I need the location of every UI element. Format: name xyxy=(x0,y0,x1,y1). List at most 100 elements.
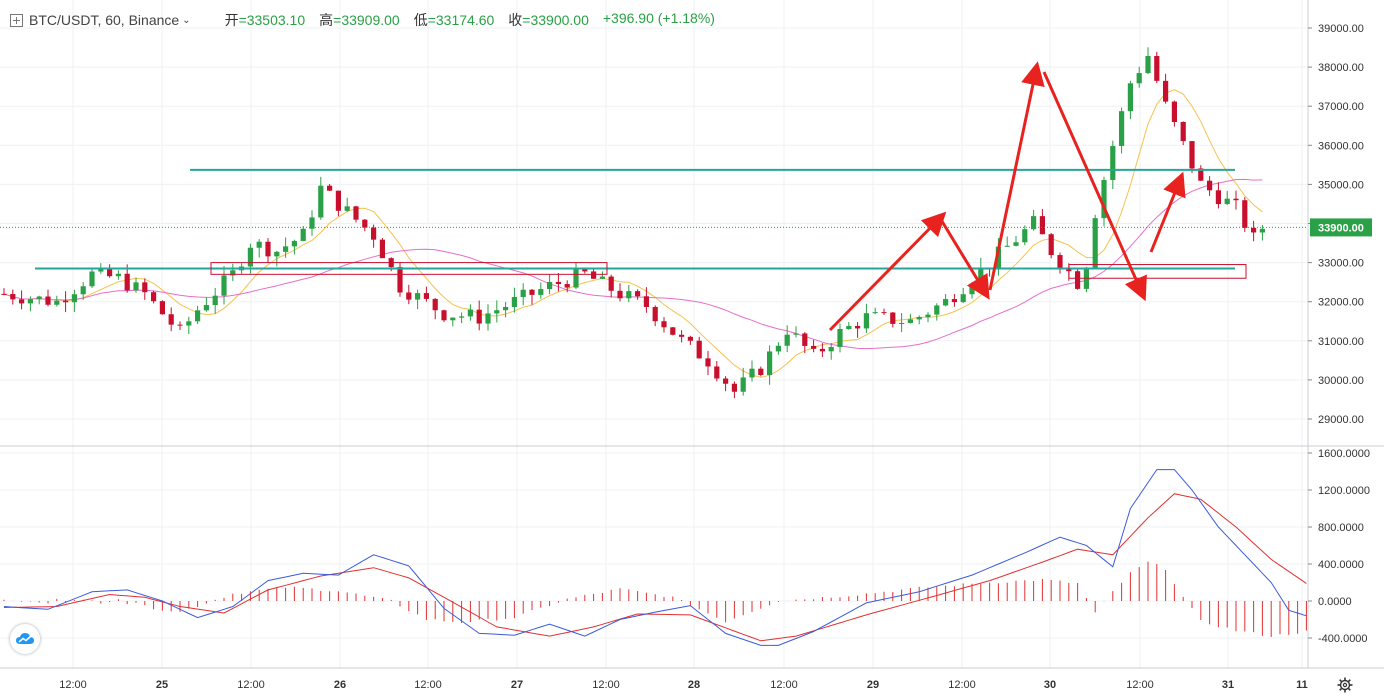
candle-body xyxy=(142,282,148,293)
candle-body xyxy=(1013,242,1019,246)
candle-body xyxy=(599,276,605,279)
candle-body xyxy=(529,289,535,295)
candle-body xyxy=(1101,179,1107,219)
candle-body xyxy=(626,291,632,299)
candle-body xyxy=(283,246,289,252)
candle-body xyxy=(511,296,517,307)
candle-body xyxy=(177,324,183,326)
candle-body xyxy=(793,333,799,335)
candle-body xyxy=(432,298,438,311)
chart-grid xyxy=(0,0,1308,668)
candle-body xyxy=(450,317,456,321)
macd-axis-label: 800.0000 xyxy=(1318,522,1364,534)
candle-body xyxy=(1207,180,1213,191)
trend-arrow xyxy=(1149,171,1186,253)
candle-body xyxy=(151,292,157,302)
time-axis-label: 12:00 xyxy=(59,679,87,691)
symbol-title[interactable]: BTC/USDT, 60, Binance xyxy=(29,12,180,28)
support-box xyxy=(1068,264,1247,279)
candle-body xyxy=(916,316,922,320)
candle-body xyxy=(564,284,570,288)
chart-header: BTC/USDT, 60, Binance ⌄ 开=33503.10 高=339… xyxy=(10,10,715,30)
candle-body xyxy=(951,299,957,303)
macd-axis-label: 1600.0000 xyxy=(1318,448,1370,460)
candle-body xyxy=(80,286,86,295)
candle-body xyxy=(643,296,649,307)
consolidation-box xyxy=(210,262,608,275)
candle-body xyxy=(582,269,588,272)
candle-body xyxy=(168,314,174,325)
candle-body xyxy=(265,241,271,257)
price-axis-label: 39000.00 xyxy=(1318,23,1364,35)
low-value: =33174.60 xyxy=(427,12,495,28)
candle-body xyxy=(327,185,333,191)
time-axis-label: 29 xyxy=(867,679,879,691)
candle-body xyxy=(617,290,623,299)
low-label: 低 xyxy=(413,12,428,28)
candle-body xyxy=(846,325,852,329)
candle-body xyxy=(247,247,253,267)
macd-axis-label: 1200.0000 xyxy=(1318,485,1370,497)
candle-body xyxy=(1189,141,1195,169)
candle-body xyxy=(36,296,42,300)
high-label: 高 xyxy=(319,12,334,28)
candle-body xyxy=(881,312,887,314)
candle-body xyxy=(1233,198,1239,201)
time-axis-label: 12:00 xyxy=(770,679,798,691)
price-axis-label: 32000.00 xyxy=(1318,297,1364,309)
candle-body xyxy=(494,310,500,314)
candle-body xyxy=(872,312,878,314)
time-axis-label: 12:00 xyxy=(948,679,976,691)
price-axis-label: 37000.00 xyxy=(1318,101,1364,113)
time-axis-label: 12:00 xyxy=(592,679,620,691)
candle-body xyxy=(379,239,385,259)
candle-body xyxy=(775,345,781,352)
candle-body xyxy=(71,294,77,303)
price-axis-label: 29000.00 xyxy=(1318,414,1364,426)
close-value: =33900.00 xyxy=(522,12,589,28)
chevron-down-icon[interactable]: ⌄ xyxy=(182,14,191,26)
candle-body xyxy=(1163,80,1169,102)
candle-body xyxy=(362,219,368,228)
candle-body xyxy=(1022,229,1028,243)
candle-body xyxy=(441,310,447,321)
candle-body xyxy=(1110,145,1116,180)
gear-icon[interactable] xyxy=(1335,675,1355,695)
price-axis-label: 31000.00 xyxy=(1318,336,1364,348)
candle-body xyxy=(256,241,262,248)
candle-body xyxy=(1215,190,1221,205)
candle-body xyxy=(397,267,403,293)
time-axis-label: 28 xyxy=(688,679,700,691)
candle-body xyxy=(10,294,16,300)
moving-averages xyxy=(3,89,1263,378)
last-price-badge-label: 33900.00 xyxy=(1318,222,1364,234)
last-price-badge xyxy=(1310,218,1372,237)
candle-body xyxy=(1,293,7,295)
candle-body xyxy=(485,313,491,324)
candle-body xyxy=(212,295,218,306)
time-axis-label: 11 xyxy=(1296,679,1308,691)
candle-body xyxy=(318,185,324,218)
square-plus-icon[interactable] xyxy=(10,13,23,27)
candle-body xyxy=(423,293,429,299)
candle-body xyxy=(1180,122,1186,142)
candle-body xyxy=(221,275,227,296)
candle-body xyxy=(723,378,729,384)
tradingview-cloud-icon[interactable] xyxy=(10,624,40,654)
candle-body xyxy=(344,206,350,211)
candle-body xyxy=(714,366,720,379)
candle-body xyxy=(159,301,165,315)
time-axis-label: 31 xyxy=(1222,679,1234,691)
candle-body xyxy=(300,228,306,241)
candle-body xyxy=(1075,271,1081,289)
candle-body xyxy=(195,310,201,322)
ohlc-readout: 开=33503.10 高=33909.00 低=33174.60 收=33900… xyxy=(225,10,715,30)
candle-body xyxy=(1127,83,1133,112)
price-axis-label: 36000.00 xyxy=(1318,140,1364,152)
macd-axis-label: 0.0000 xyxy=(1318,596,1352,608)
candle-body xyxy=(1154,56,1160,81)
candle-body xyxy=(687,336,693,341)
candle-body xyxy=(696,340,702,359)
